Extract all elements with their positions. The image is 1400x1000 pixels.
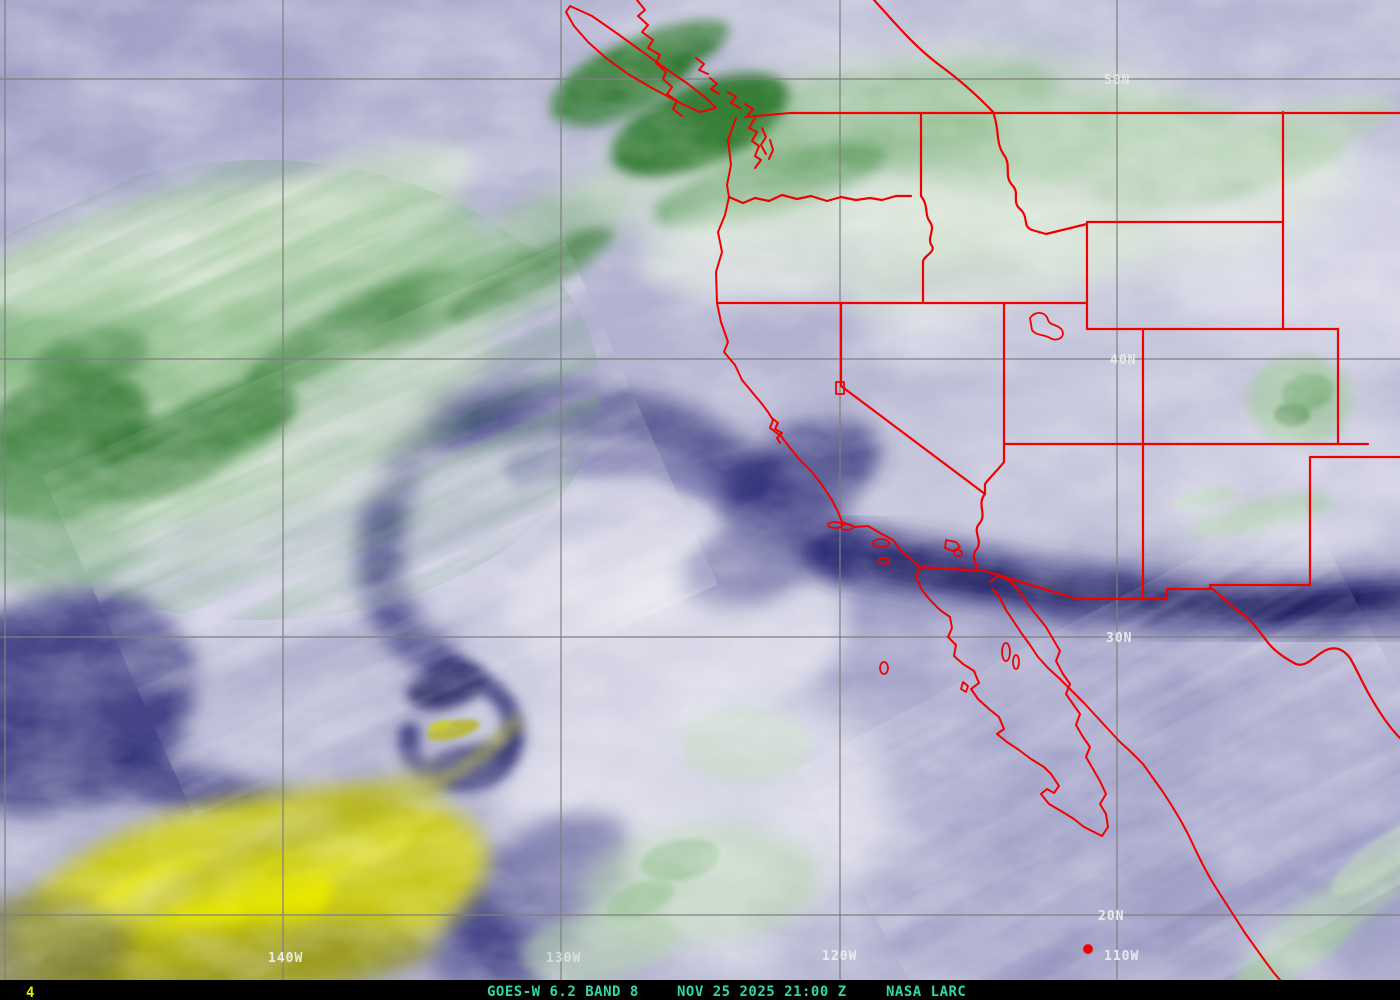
- lat-label-50n: 50N: [1104, 73, 1130, 88]
- footer-bar: 4 GOES-W 6.2 BAND 8 NOV 25 2025 21:00 Z …: [0, 980, 1400, 1000]
- islands-and-lakes: [827, 312, 1093, 954]
- lon-label-110w: 110W: [1104, 949, 1139, 964]
- lon-label-140w: 140W: [268, 951, 303, 966]
- grid-labels: 50N 40N 30N 20N 140W 130W 120W 110W: [268, 73, 1139, 966]
- lat-label-40n: 40N: [1110, 353, 1136, 368]
- great-salt-lake: [1029, 312, 1064, 341]
- baja-west-coast: [915, 566, 1103, 837]
- lon-label-130w: 130W: [546, 951, 581, 966]
- mexico-border: [918, 565, 1400, 740]
- footer-product-label: GOES-W 6.2 BAND 8: [487, 984, 639, 1000]
- california-coast: [715, 196, 921, 568]
- footer-background: [0, 980, 1400, 1000]
- lon-label-120w: 120W: [822, 949, 857, 964]
- map-borders: [565, 0, 1400, 980]
- vancouver-island: [565, 5, 717, 113]
- footer-credit: NASA LARC: [886, 984, 966, 1000]
- baja-east-coast: [989, 575, 1109, 837]
- lat-label-30n: 30N: [1106, 631, 1132, 646]
- mexico-mainland-coast: [991, 587, 1281, 980]
- lat-label-20n: 20N: [1098, 909, 1124, 924]
- lake-tahoe: [835, 381, 845, 395]
- frame-number: 4: [26, 985, 35, 1000]
- coastlines: [565, 0, 1281, 980]
- san-francisco-bay: [771, 417, 783, 444]
- footer-timestamp: NOV 25 2025 21:00 Z: [677, 984, 847, 1000]
- state-borders: [715, 0, 1400, 601]
